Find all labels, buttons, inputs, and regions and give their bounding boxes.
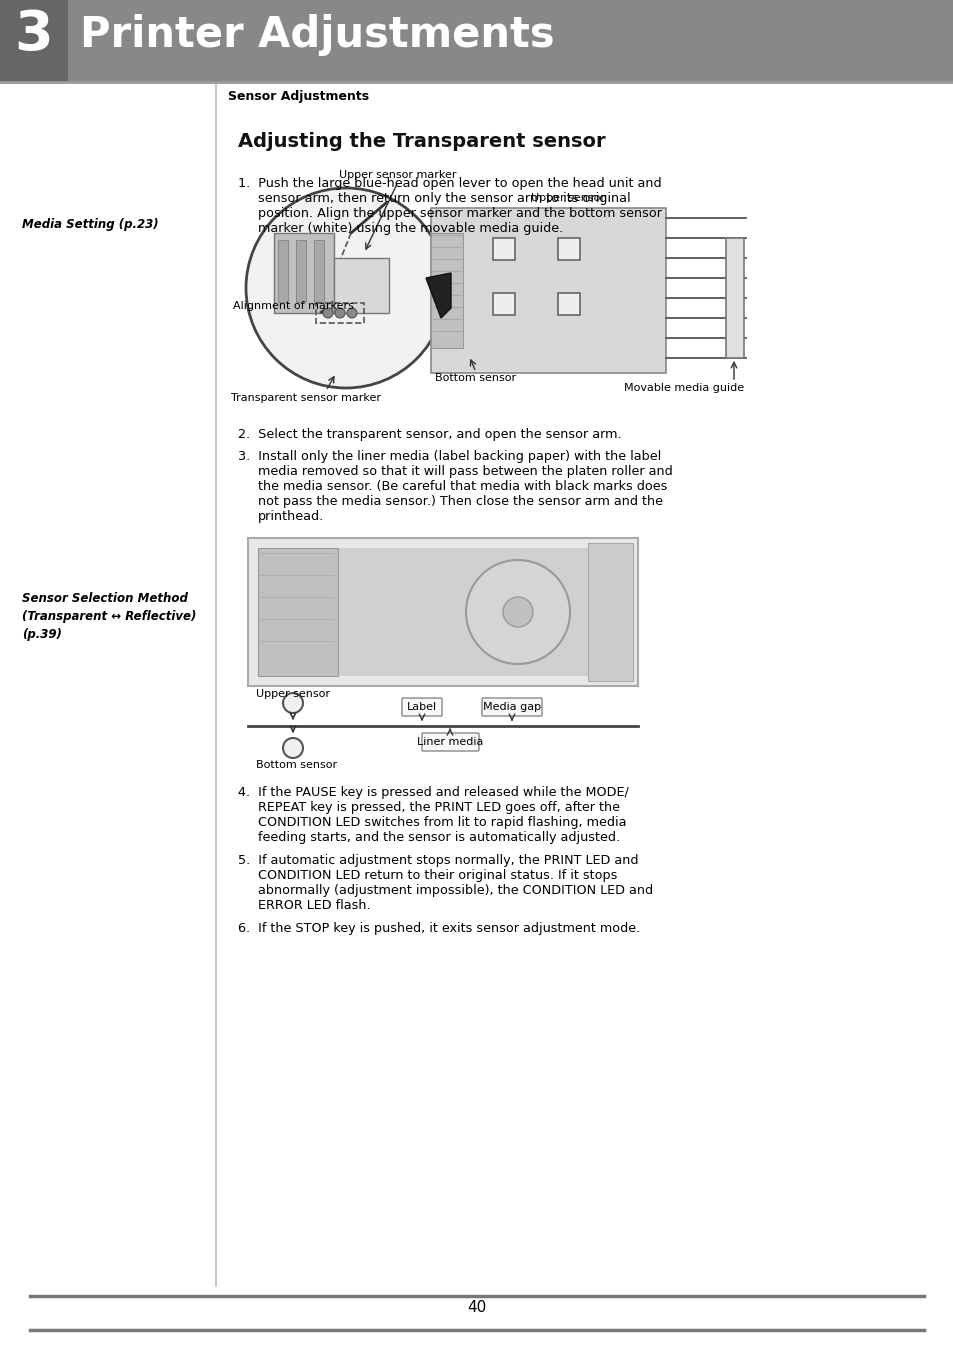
Text: ERROR LED flash.: ERROR LED flash. — [257, 899, 370, 913]
Text: Sensor Selection Method
(Transparent ↔ Reflective)
(p.39): Sensor Selection Method (Transparent ↔ R… — [22, 592, 196, 642]
FancyBboxPatch shape — [401, 698, 441, 716]
Bar — [587, 543, 633, 681]
Text: Alignment of markers: Alignment of markers — [233, 301, 354, 311]
Bar — [248, 538, 638, 686]
Text: not pass the media sensor.) Then close the sensor arm and the: not pass the media sensor.) Then close t… — [257, 495, 662, 508]
Bar — [558, 239, 579, 260]
Text: CONDITION LED return to their original status. If it stops: CONDITION LED return to their original s… — [257, 869, 617, 882]
Circle shape — [502, 597, 533, 627]
Text: Bottom sensor: Bottom sensor — [255, 760, 336, 770]
Text: 3: 3 — [14, 8, 53, 62]
Text: the media sensor. (Be careful that media with black marks does: the media sensor. (Be careful that media… — [257, 480, 667, 493]
Bar — [257, 549, 337, 675]
Text: Upper sensor: Upper sensor — [531, 193, 604, 204]
Bar — [334, 257, 389, 313]
FancyBboxPatch shape — [421, 733, 478, 751]
Bar — [431, 208, 665, 373]
Text: Media gap: Media gap — [482, 702, 540, 712]
Text: feeding starts, and the sensor is automatically adjusted.: feeding starts, and the sensor is automa… — [257, 830, 619, 844]
Text: Transparent sensor marker: Transparent sensor marker — [231, 394, 380, 403]
Text: 6.  If the STOP key is pushed, it exits sensor adjustment mode.: 6. If the STOP key is pushed, it exits s… — [237, 922, 639, 936]
Text: Upper sensor marker: Upper sensor marker — [339, 170, 456, 181]
Bar — [493, 293, 515, 315]
Bar — [0, 0, 953, 82]
Bar — [295, 240, 306, 302]
Text: 40: 40 — [467, 1301, 486, 1316]
Text: 3.  Install only the liner media (label backing paper) with the label: 3. Install only the liner media (label b… — [237, 450, 660, 462]
Bar — [315, 303, 364, 324]
Circle shape — [283, 693, 303, 713]
Bar — [558, 293, 579, 315]
Text: Movable media guide: Movable media guide — [623, 383, 743, 394]
Text: 5.  If automatic adjustment stops normally, the PRINT LED and: 5. If automatic adjustment stops normall… — [237, 855, 638, 867]
Text: 1.  Push the large blue-head open lever to open the head unit and: 1. Push the large blue-head open lever t… — [237, 177, 661, 190]
Circle shape — [246, 187, 446, 388]
Text: abnormally (adjustment impossible), the CONDITION LED and: abnormally (adjustment impossible), the … — [257, 884, 653, 896]
Bar — [274, 233, 334, 313]
Text: position. Align the upper sensor marker and the bottom sensor: position. Align the upper sensor marker … — [257, 208, 661, 220]
Bar — [0, 0, 68, 82]
Text: printhead.: printhead. — [257, 510, 324, 523]
Bar — [277, 240, 288, 302]
Text: Label: Label — [407, 702, 436, 712]
Text: media removed so that it will pass between the platen roller and: media removed so that it will pass betwe… — [257, 465, 672, 479]
Text: CONDITION LED switches from lit to rapid flashing, media: CONDITION LED switches from lit to rapid… — [257, 816, 626, 829]
Text: Sensor Adjustments: Sensor Adjustments — [228, 90, 369, 102]
Text: Media Setting (p.23): Media Setting (p.23) — [22, 218, 158, 231]
Text: marker (white) using the movable media guide.: marker (white) using the movable media g… — [257, 222, 562, 235]
Circle shape — [347, 307, 356, 318]
Bar — [0, 1287, 953, 1348]
Bar — [314, 240, 324, 302]
Text: REPEAT key is pressed, the PRINT LED goes off, after the: REPEAT key is pressed, the PRINT LED goe… — [257, 801, 619, 814]
Text: sensor arm, then return only the sensor arm to its original: sensor arm, then return only the sensor … — [257, 191, 630, 205]
Circle shape — [283, 737, 303, 758]
Circle shape — [465, 559, 569, 665]
Polygon shape — [426, 274, 451, 318]
Text: Upper sensor: Upper sensor — [255, 689, 330, 700]
Bar — [431, 233, 462, 348]
Text: Liner media: Liner media — [416, 737, 482, 747]
Text: 4.  If the PAUSE key is pressed and released while the MODE/: 4. If the PAUSE key is pressed and relea… — [237, 786, 628, 799]
Bar — [725, 239, 743, 359]
Circle shape — [335, 307, 345, 318]
FancyBboxPatch shape — [481, 698, 541, 716]
Text: 2.  Select the transparent sensor, and open the sensor arm.: 2. Select the transparent sensor, and op… — [237, 429, 621, 441]
Circle shape — [323, 307, 333, 318]
Bar — [493, 239, 515, 260]
Text: Bottom sensor: Bottom sensor — [435, 373, 516, 383]
Text: Printer Adjustments: Printer Adjustments — [80, 13, 554, 57]
Text: Adjusting the Transparent sensor: Adjusting the Transparent sensor — [237, 132, 605, 151]
Bar — [257, 549, 618, 675]
